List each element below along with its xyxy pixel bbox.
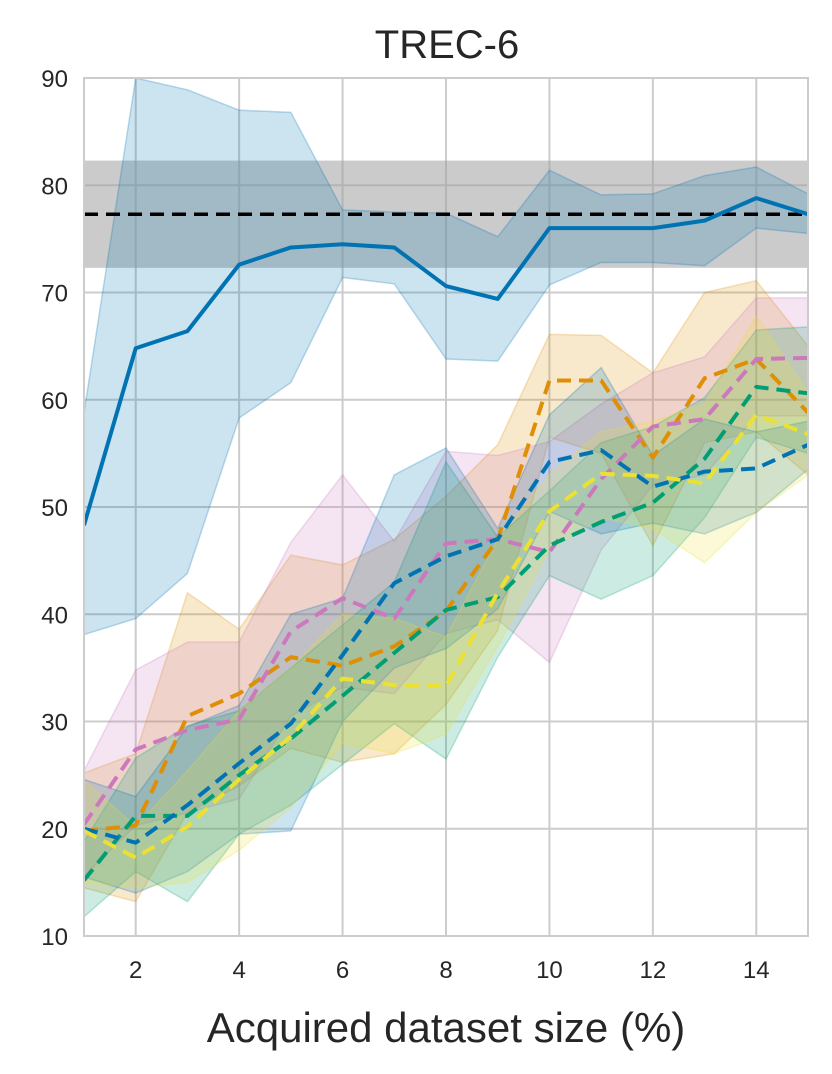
x-tick-label: 6 [336, 957, 349, 984]
x-tick-label: 12 [640, 957, 667, 984]
series-band-0 [84, 78, 808, 636]
series-band-2 [84, 297, 808, 877]
x-axis-label: Acquired dataset size (%) [207, 1004, 686, 1051]
y-tick-label: 40 [41, 602, 68, 629]
series-band-5 [84, 314, 808, 889]
series-line-5 [84, 412, 808, 860]
series-line-3 [84, 384, 808, 882]
x-tick-label: 10 [536, 957, 563, 984]
y-tick-label: 60 [41, 388, 68, 415]
y-tick-label: 50 [41, 495, 68, 522]
x-tick-label: 4 [232, 957, 245, 984]
series-line-4 [84, 442, 808, 845]
y-tick-label: 70 [41, 281, 68, 308]
y-tick-label: 20 [41, 817, 68, 844]
plot-border [83, 77, 809, 937]
y-tick-label: 10 [41, 924, 68, 951]
plot-frame [83, 77, 809, 937]
tick-labels: 2 4 6 8 10 12 14 10 20 30 40 50 60 70 80 90 [41, 66, 769, 984]
y-tick-label: 90 [41, 66, 68, 93]
chart-title: TREC-6 [375, 23, 519, 67]
series-line-0 [84, 196, 808, 526]
y-tick-label: 80 [41, 173, 68, 200]
x-tick-label: 8 [439, 957, 452, 984]
series-band-1 [84, 279, 808, 903]
series-lines [84, 196, 808, 882]
series-line-2 [84, 355, 808, 826]
x-tick-label: 2 [129, 957, 142, 984]
y-tick-label: 30 [41, 710, 68, 737]
x-tick-label: 14 [743, 957, 770, 984]
